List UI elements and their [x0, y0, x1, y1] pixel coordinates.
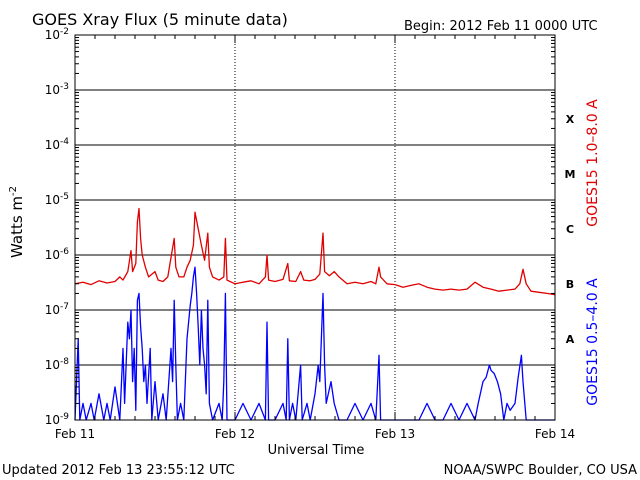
- y-tick-label: 10-3: [45, 82, 69, 97]
- y-tick-label: 10-5: [45, 192, 69, 207]
- series-line-long: [74, 207, 556, 296]
- y-tick-label: 10-4: [45, 137, 70, 152]
- x-tick-label: Feb 12: [215, 427, 255, 441]
- chart-title: GOES Xray Flux (5 minute data): [32, 10, 288, 29]
- y-tick-label: 10-2: [45, 27, 69, 42]
- flare-class-label: B: [566, 278, 574, 291]
- x-tick-label: Feb 14: [535, 427, 575, 441]
- x-tick-label: Feb 13: [375, 427, 415, 441]
- legend-series-short: GOES15 0.5–4.0 A: [585, 278, 601, 406]
- flare-class-label: M: [565, 168, 576, 181]
- begin-label: Begin: 2012 Feb 11 0000 UTC: [404, 19, 598, 34]
- y-tick-label: 10-8: [45, 357, 70, 372]
- updated-label: Updated 2012 Feb 13 23:55:12 UTC: [2, 463, 235, 478]
- series-line-short: [74, 266, 555, 421]
- y-tick-label: 10-7: [45, 302, 69, 317]
- flare-class-labels: X M C B A: [565, 113, 576, 346]
- plot-frame: [74, 34, 556, 421]
- x-tick-label: Feb 11: [55, 427, 95, 441]
- flare-class-label: A: [566, 333, 575, 346]
- grid-lines: [75, 34, 555, 421]
- flare-class-label: X: [566, 113, 575, 126]
- y-tick-label: 10-6: [45, 247, 70, 262]
- credit-label: NOAA/SWPC Boulder, CO USA: [444, 463, 637, 478]
- series-group: [74, 207, 556, 421]
- flare-class-label: C: [566, 223, 574, 236]
- x-axis-label: Universal Time: [268, 443, 365, 458]
- y-axis-label: Watts m-2: [8, 186, 26, 258]
- legend-series-long: GOES15 1.0–8.0 A: [585, 99, 601, 227]
- y-tick-label: 10-9: [45, 412, 70, 427]
